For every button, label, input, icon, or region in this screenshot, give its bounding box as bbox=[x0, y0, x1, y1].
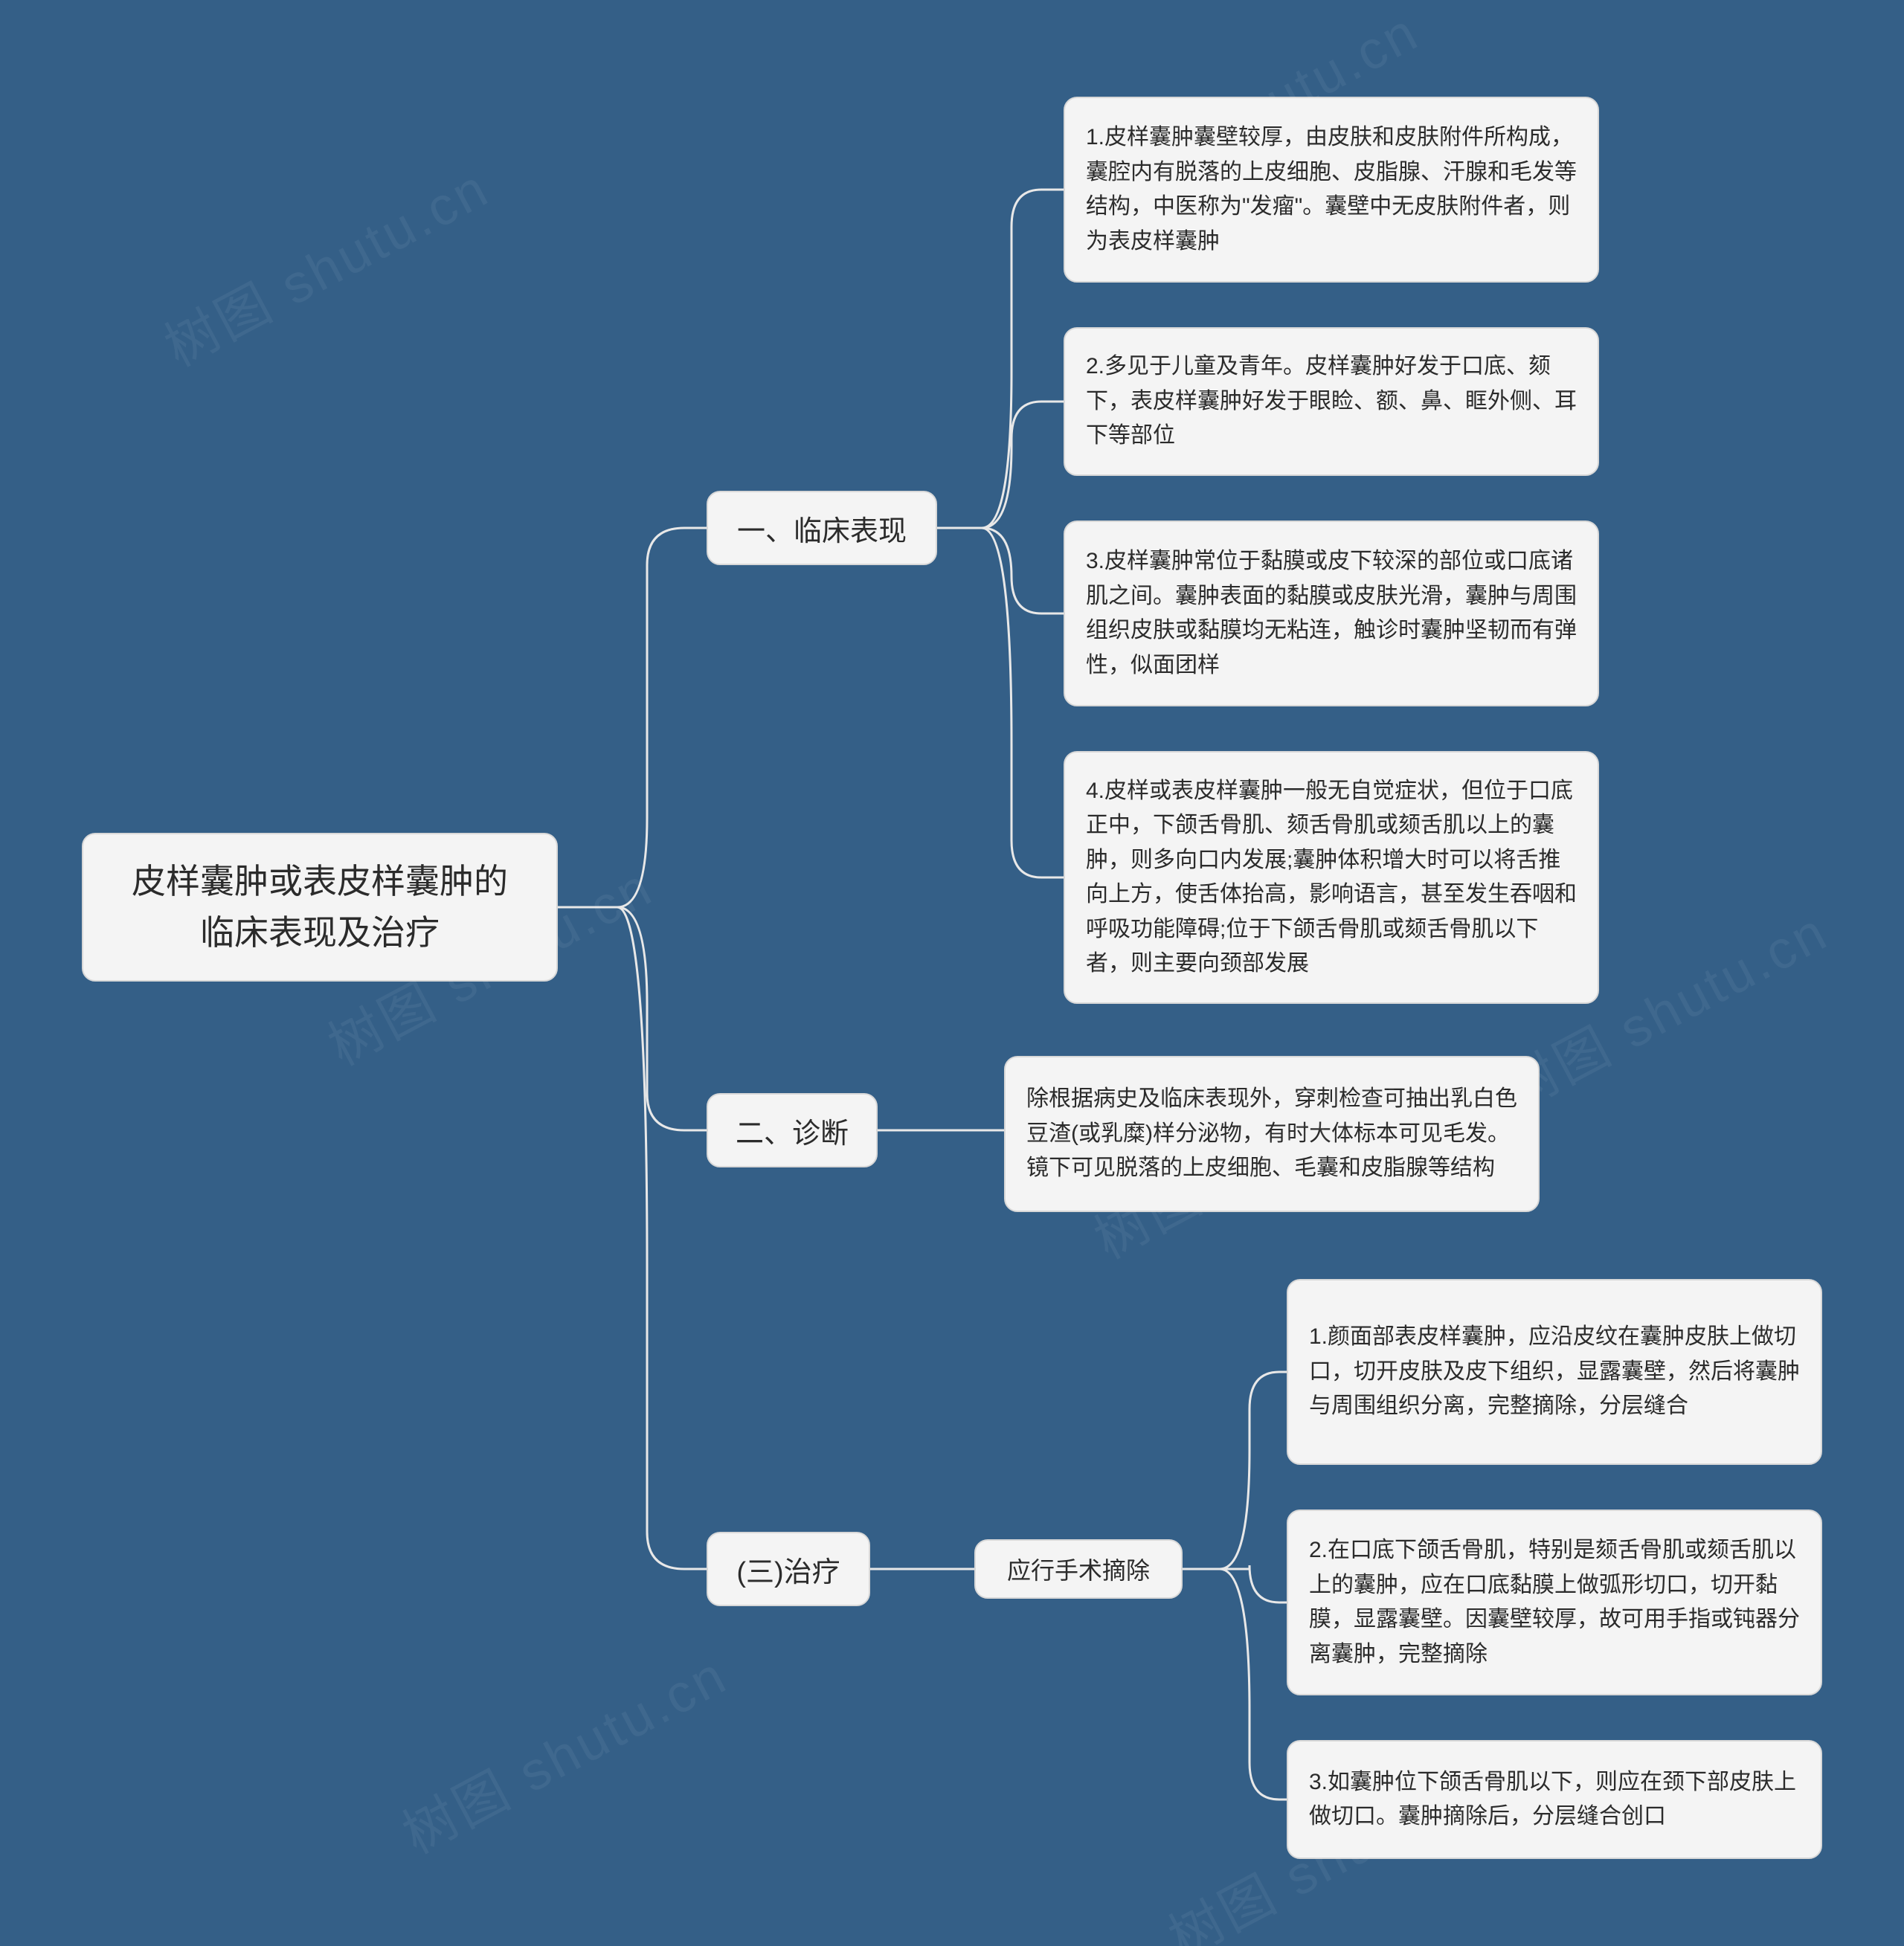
section-diagnosis: 二、诊断 bbox=[707, 1093, 878, 1167]
leaf-s3c2: 2.在口底下颌舌骨肌，特别是颏舌骨肌或颏舌肌以上的囊肿，应在口底黏膜上做弧形切口… bbox=[1287, 1510, 1822, 1695]
watermark: 树图 shutu.cn bbox=[149, 145, 501, 381]
leaf-s3c3: 3.如囊肿位下颌舌骨肌以下，则应在颈下部皮肤上做切口。囊肿摘除后，分层缝合创口 bbox=[1287, 1740, 1822, 1859]
section-clinical-manifestations: 一、临床表现 bbox=[707, 491, 937, 565]
leaf-s1c4: 4.皮样或表皮样囊肿一般无自觉症状，但位于口底正中，下颌舌骨肌、颏舌骨肌或颏舌肌… bbox=[1064, 751, 1599, 1004]
leaf-s2c1: 除根据病史及临床表现外，穿刺检查可抽出乳白色豆渣(或乳糜)样分泌物，有时大体标本… bbox=[1004, 1056, 1540, 1212]
leaf-s1c1: 1.皮样囊肿囊壁较厚，由皮肤和皮肤附件所构成，囊腔内有脱落的上皮细胞、皮脂腺、汗… bbox=[1064, 97, 1599, 283]
mindmap-root: 皮样囊肿或表皮样囊肿的 临床表现及治疗 bbox=[82, 833, 558, 982]
leaf-s1c2: 2.多见于儿童及青年。皮样囊肿好发于口底、颏下，表皮样囊肿好发于眼睑、额、鼻、眶… bbox=[1064, 327, 1599, 476]
watermark: 树图 shutu.cn bbox=[387, 1632, 739, 1869]
section-treatment: (三)治疗 bbox=[707, 1532, 870, 1606]
leaf-s3c1: 1.颜面部表皮样囊肿，应沿皮纹在囊肿皮肤上做切口，切开皮肤及皮下组织，显露囊壁，… bbox=[1287, 1279, 1822, 1465]
treatment-surgery-node: 应行手术摘除 bbox=[974, 1539, 1183, 1599]
leaf-s1c3: 3.皮样囊肿常位于黏膜或皮下较深的部位或口底诸肌之间。囊肿表面的黏膜或皮肤光滑，… bbox=[1064, 521, 1599, 706]
